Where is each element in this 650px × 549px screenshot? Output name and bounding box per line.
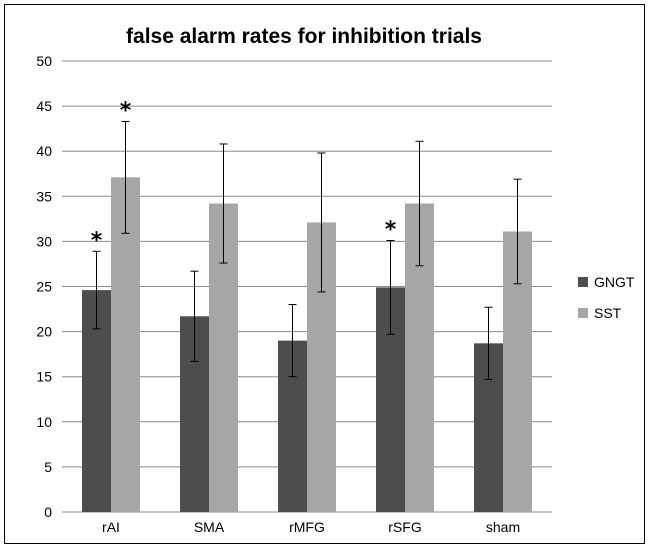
- legend-label-gngt: GNGT: [594, 274, 635, 290]
- significance-marker: *: [385, 217, 397, 242]
- x-category-label: rMFG: [289, 519, 325, 535]
- legend: GNGT SST: [578, 274, 635, 321]
- x-category-label: rSFG: [388, 519, 421, 535]
- x-category-label: sham: [486, 519, 520, 535]
- legend-swatch-sst: [578, 308, 588, 318]
- y-tick-label: 5: [44, 459, 52, 475]
- significance-markers: * * *: [91, 98, 397, 253]
- y-axis-ticks: 0 5 10 15 20 25 30 35 40 45 50: [36, 53, 52, 520]
- legend-swatch-gngt: [578, 277, 588, 287]
- error-bar-sst-sma: [219, 143, 228, 264]
- x-category-label: rAI: [102, 519, 120, 535]
- x-category-label: SMA: [194, 519, 225, 535]
- error-bar-sst-rsfg: [415, 140, 424, 267]
- gridlines: [62, 60, 552, 513]
- y-tick-label: 10: [36, 414, 52, 430]
- y-tick-label: 0: [44, 504, 52, 520]
- error-bar-gngt-rmfg: [288, 304, 297, 378]
- error-bar-gngt-sham: [484, 306, 493, 380]
- bars: [82, 177, 532, 513]
- error-bar-sst-sham: [513, 178, 522, 285]
- error-bar-sst-rai: [121, 120, 130, 234]
- y-tick-label: 50: [36, 53, 52, 69]
- error-bar-gngt-rai: [92, 250, 101, 330]
- chart-title: false alarm rates for inhibition trials: [126, 25, 482, 48]
- y-tick-label: 35: [36, 188, 52, 204]
- error-bars: [92, 120, 522, 380]
- significance-marker: *: [91, 228, 103, 253]
- y-tick-label: 40: [36, 143, 52, 159]
- error-bar-gngt-sma: [190, 270, 199, 362]
- x-axis-categories: rAI SMA rMFG rSFG sham: [102, 519, 520, 535]
- y-tick-label: 25: [36, 279, 52, 295]
- error-bar-gngt-rsfg: [386, 239, 395, 335]
- y-tick-label: 20: [36, 324, 52, 340]
- y-tick-label: 30: [36, 233, 52, 249]
- legend-label-sst: SST: [594, 305, 622, 321]
- y-tick-label: 45: [36, 98, 52, 114]
- error-bar-sst-rmfg: [317, 152, 326, 293]
- significance-marker: *: [120, 98, 132, 123]
- y-tick-label: 15: [36, 369, 52, 385]
